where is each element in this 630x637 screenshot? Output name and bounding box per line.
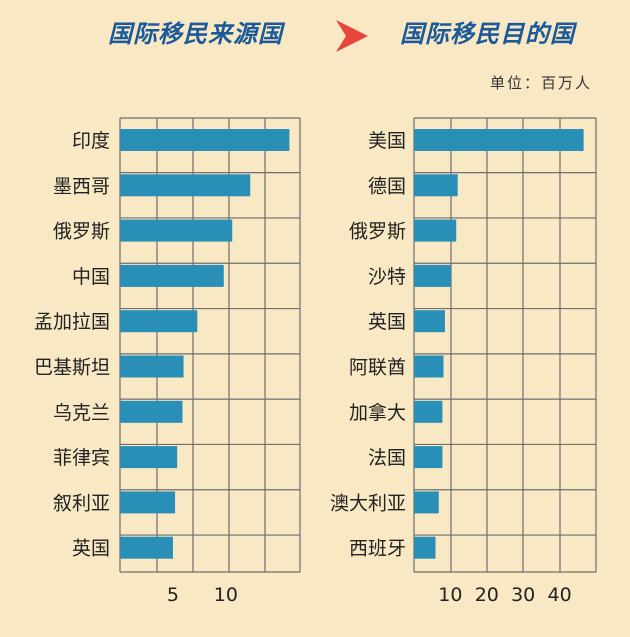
destination-bar-8 <box>414 491 439 514</box>
destination-bar-3 <box>414 264 452 287</box>
destination-category-label-0: 美国 <box>368 130 406 152</box>
destination-x-tick-1: 20 <box>475 584 499 606</box>
source-bar-1 <box>120 174 251 197</box>
source-category-label-3: 中国 <box>72 266 110 288</box>
destination-x-tick-0: 10 <box>438 584 462 606</box>
destination-category-label-2: 俄罗斯 <box>349 221 406 243</box>
source-bar-0 <box>120 129 290 151</box>
destination-category-label-7: 法国 <box>368 447 406 469</box>
destination-bar-6 <box>414 400 443 423</box>
source-bar-7 <box>120 446 178 469</box>
destination-bar-5 <box>414 355 444 378</box>
source-category-label-7: 菲律宾 <box>53 447 110 469</box>
source-bar-9 <box>120 536 173 559</box>
unit-label: 单位：百万人 <box>489 74 592 92</box>
source-bar-8 <box>120 491 176 514</box>
source-bar-3 <box>120 264 224 287</box>
destination-category-label-8: 澳大利亚 <box>330 492 406 514</box>
destination-bar-2 <box>414 219 457 242</box>
source-x-tick-1: 10 <box>214 584 238 606</box>
destination-category-label-1: 德国 <box>368 175 406 197</box>
source-countries-title: 国际移民来源国 <box>108 20 283 48</box>
destination-bar-1 <box>414 174 458 197</box>
source-bar-5 <box>120 355 184 378</box>
source-category-label-1: 墨西哥 <box>53 175 110 197</box>
source-category-label-4: 孟加拉国 <box>34 311 110 333</box>
destination-bar-0 <box>414 129 584 151</box>
destination-bar-9 <box>414 536 436 559</box>
destination-x-tick-3: 40 <box>548 584 572 606</box>
source-bar-6 <box>120 400 183 423</box>
source-category-label-9: 英国 <box>72 538 110 560</box>
destination-countries-title: 国际移民目的国 <box>400 20 575 48</box>
destination-category-label-3: 沙特 <box>368 266 406 288</box>
destination-category-label-4: 英国 <box>368 311 406 333</box>
source-category-label-6: 乌克兰 <box>53 402 110 424</box>
source-bar-4 <box>120 310 198 333</box>
arrow-right-icon <box>336 20 368 52</box>
destination-category-label-5: 阿联酋 <box>349 357 406 379</box>
source-bar-2 <box>120 219 233 242</box>
source-x-tick-0: 5 <box>167 584 179 606</box>
destination-bar-7 <box>414 446 443 469</box>
destination-category-label-6: 加拿大 <box>349 401 406 424</box>
source-category-label-8: 叙利亚 <box>53 492 110 514</box>
destination-category-label-9: 西班牙 <box>349 538 406 560</box>
source-category-label-2: 俄罗斯 <box>53 221 110 243</box>
source-category-label-0: 印度 <box>72 130 110 152</box>
destination-bar-4 <box>414 310 445 333</box>
source-category-label-5: 巴基斯坦 <box>34 357 110 379</box>
destination-x-tick-2: 30 <box>511 584 535 606</box>
